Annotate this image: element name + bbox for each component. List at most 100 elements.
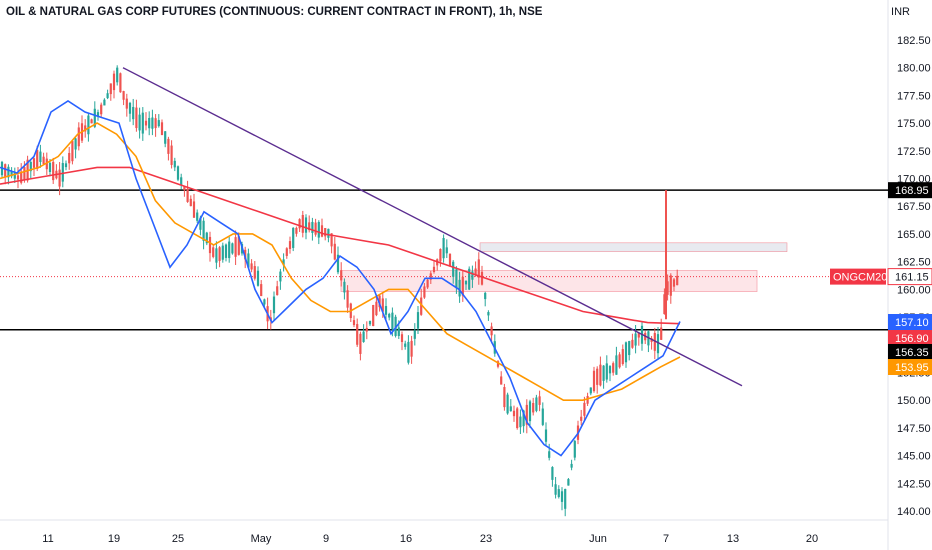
candle-body [282,259,285,266]
candle-body [96,112,100,117]
candle-body [621,349,624,365]
candle-body [346,290,349,308]
candle-body [557,489,560,497]
price-tag [888,182,932,199]
candle-body [352,320,356,326]
candle-body [567,479,570,486]
resistance-zone [479,242,788,252]
candle-body [228,241,231,259]
moving-average-slow [0,166,681,325]
candle-body [317,221,320,238]
candle-body [420,297,423,315]
candle-body [10,171,13,177]
y-tick-label: 172.50 [897,146,931,158]
x-tick-label: 16 [400,533,412,545]
candle-body [247,253,250,268]
candle-body [106,93,109,99]
candle-body [100,104,103,115]
x-tick-label: 7 [663,533,669,545]
candle-body [596,368,599,385]
candle-body [260,284,263,297]
candle-body [560,491,564,502]
candle-body [660,327,663,340]
candle-body [308,222,311,231]
candle-body [432,266,436,272]
candle-body [426,279,429,288]
candle-body [218,247,221,261]
candle-body [458,279,461,297]
candle-body [157,120,160,127]
candle-body [391,312,394,330]
candle-body [605,363,608,380]
candle-body [244,249,247,260]
candle-body [224,244,228,258]
candle-body [250,263,253,270]
candle-body [519,416,522,428]
candle-body [160,122,164,135]
candle-body [314,222,317,235]
candle-body [624,342,628,363]
candle-body [583,402,586,416]
candle-body [71,140,74,162]
y-tick-label: 167.50 [897,201,931,213]
candle-body [196,212,199,221]
moving-average-fast [0,100,681,457]
candle-body [407,341,410,363]
candle-body [500,376,503,385]
candle-body [64,163,68,168]
candle-body [368,320,372,325]
candle-body [666,281,669,295]
candle-body [592,370,596,392]
candle-body [237,236,240,255]
candle-body [631,339,634,348]
price-tag-label: 168.95 [895,185,929,197]
candle-body [471,271,474,280]
candle-body [365,327,368,332]
candle-body [484,292,487,300]
candle-body [112,73,116,91]
candle-body [324,227,327,237]
candle-body [90,119,93,124]
candle-body [221,245,224,260]
candle-body [423,286,426,298]
candle-body [176,166,180,180]
candle-body [340,270,343,281]
candle-body [564,488,567,509]
y-tick-label: 175.00 [897,118,931,130]
candle-body [109,83,112,95]
candle-body [199,217,202,230]
price-tag [888,330,932,346]
x-tick-label: 23 [480,533,492,545]
x-tick-label: 13 [727,533,739,545]
x-tick-label: 19 [108,533,120,545]
price-tag [888,359,932,375]
y-tick-label: 177.50 [897,90,931,102]
candle-body [205,232,208,244]
candle-body [535,397,538,411]
chart-title: OIL & NATURAL GAS CORP FUTURES (CONTINUO… [6,6,543,18]
candle-body [144,120,148,126]
last-price-tag [887,268,932,286]
candle-body [580,416,583,421]
candle-body [676,275,679,286]
x-tick-label: 20 [806,533,818,545]
candle-body [231,243,234,254]
candle-body [548,451,551,458]
candle-body [58,169,61,187]
candle-body [135,107,138,129]
candle-body [327,228,330,238]
candle-body [400,334,404,342]
candle-body [608,366,612,374]
y-tick-label: 165.00 [897,229,931,241]
candle-body [148,117,151,129]
candle-body [522,410,525,427]
candle-body [384,306,388,315]
candle-body [87,115,90,135]
candle-body [442,238,445,259]
candle-body [372,304,375,327]
candle-body [170,145,173,165]
candle-body [397,327,400,336]
y-tick-label: 145.00 [897,451,931,463]
x-tick-label: May [251,533,272,545]
